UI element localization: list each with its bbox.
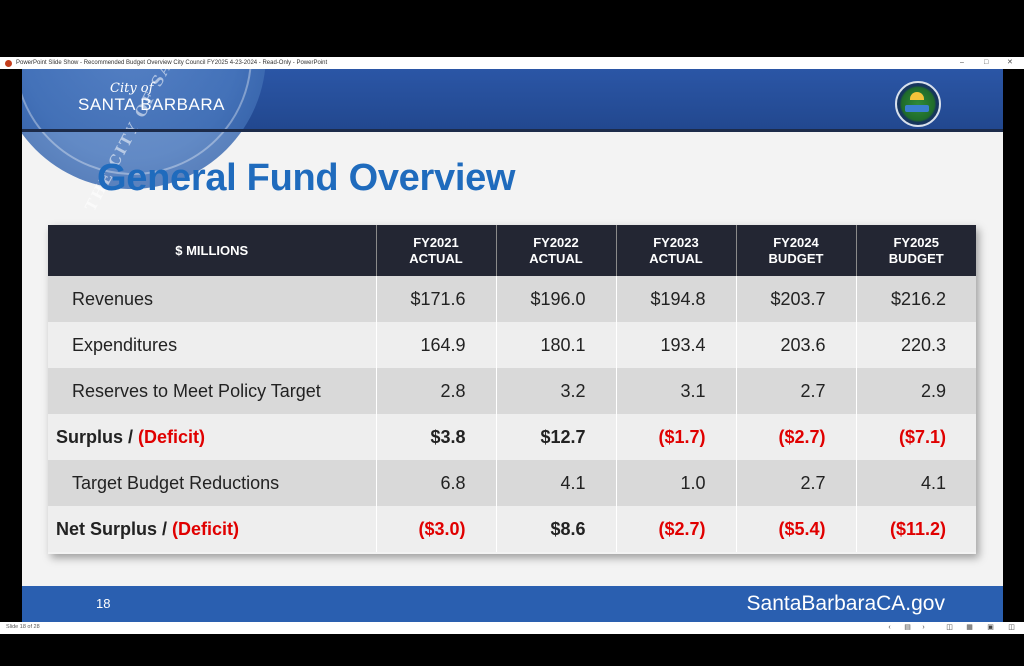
banner-divider: [22, 129, 1003, 132]
slide-footer: 18 SantaBarbaraCA.gov: [22, 586, 1003, 622]
row-label: Net Surplus / (Deficit): [48, 506, 377, 552]
cell-value: 4.1: [496, 460, 617, 506]
table-row: Reserves to Meet Policy Target 2.8 3.2 3…: [48, 368, 976, 414]
cell-value: 2.8: [376, 368, 497, 414]
column-header: $ MILLIONS: [48, 225, 377, 276]
cell-value: 203.6: [736, 322, 857, 368]
status-bar: Slide 18 of 28 ‹ ▤ › ◫ ▦ ▣ ◫: [0, 622, 1024, 634]
close-icon[interactable]: ✕: [1007, 59, 1013, 66]
row-label-main: Net Surplus /: [56, 518, 173, 539]
seal-water-shape: [905, 105, 929, 112]
row-label: Expenditures: [48, 322, 377, 368]
cell-value: $3.8: [376, 414, 497, 460]
cell-value: 3.2: [496, 368, 617, 414]
slide: THE CITY OF SANTA B City of SANTA BARBAR…: [22, 69, 1003, 622]
row-label: Reserves to Meet Policy Target: [48, 368, 377, 414]
powerpoint-app-icon: [5, 59, 12, 67]
logo-city-text: City of: [110, 81, 154, 96]
cell-value-deficit: ($5.4): [736, 506, 857, 552]
slide-menu-icon[interactable]: ▤: [904, 624, 911, 631]
column-header: FY2021 ACTUAL: [376, 225, 497, 276]
window-title: PowerPoint Slide Show - Recommended Budg…: [16, 60, 328, 66]
cell-value: 2.7: [736, 460, 857, 506]
slide-count: Slide 18 of 28: [6, 624, 40, 630]
cell-value: 164.9: [376, 322, 497, 368]
minimize-icon[interactable]: –: [960, 59, 964, 66]
column-header: FY2024 BUDGET: [736, 225, 857, 276]
cell-value: 220.3: [856, 322, 976, 368]
cell-value: $8.6: [496, 506, 617, 552]
cell-value: 6.8: [376, 460, 497, 506]
cell-value: 3.1: [616, 368, 737, 414]
cell-value: $196.0: [496, 276, 617, 322]
window-title-bar: PowerPoint Slide Show - Recommended Budg…: [0, 57, 1024, 69]
row-label: Revenues: [48, 276, 377, 322]
column-header: FY2025 BUDGET: [856, 225, 976, 276]
table-row-net-surplus: Net Surplus / (Deficit) ($3.0) $8.6 ($2.…: [48, 506, 976, 552]
row-label-deficit: (Deficit): [138, 426, 206, 447]
cell-value: $171.6: [376, 276, 497, 322]
slide-page-number: 18: [96, 596, 111, 611]
row-label: Surplus / (Deficit): [48, 414, 377, 460]
column-header: FY2023 ACTUAL: [616, 225, 737, 276]
restore-icon[interactable]: □: [984, 59, 989, 66]
cell-value: 2.9: [856, 368, 976, 414]
table-row: Revenues $171.6 $196.0 $194.8 $203.7 $21…: [48, 276, 976, 322]
logo-name-text: SANTA BARBARA: [78, 95, 225, 114]
cell-value: $194.8: [616, 276, 737, 322]
city-seal-icon: [895, 81, 941, 127]
cell-value: $12.7: [496, 414, 617, 460]
row-label: Target Budget Reductions: [48, 460, 377, 506]
row-label-deficit: (Deficit): [172, 518, 240, 539]
column-header: FY2022 ACTUAL: [496, 225, 617, 276]
seal-sun-shape: [910, 92, 924, 100]
cell-value: $203.7: [736, 276, 857, 322]
reading-view-icon[interactable]: ▣: [987, 624, 994, 631]
cell-value-deficit: ($11.2): [856, 506, 976, 552]
slide-header-banner: THE CITY OF SANTA B City of SANTA BARBAR…: [22, 69, 1003, 214]
cell-value-deficit: ($3.0): [376, 506, 497, 552]
table-row: Expenditures 164.9 180.1 193.4 203.6 220…: [48, 322, 976, 368]
cell-value: 4.1: [856, 460, 976, 506]
slideshow-icon[interactable]: ◫: [1008, 624, 1015, 631]
row-label-main: Surplus /: [56, 426, 139, 447]
cell-value: 193.4: [616, 322, 737, 368]
cell-value: 2.7: [736, 368, 857, 414]
budget-table: $ MILLIONS FY2021 ACTUAL FY2022 ACTUAL F…: [48, 225, 976, 554]
next-slide-icon[interactable]: ›: [922, 624, 925, 631]
footer-website-url: SantaBarbaraCA.gov: [746, 592, 945, 615]
cell-value: 180.1: [496, 322, 617, 368]
cell-value: 1.0: [616, 460, 737, 506]
previous-slide-icon[interactable]: ‹: [888, 624, 891, 631]
cell-value-deficit: ($2.7): [736, 414, 857, 460]
slide-title: General Fund Overview: [97, 157, 516, 199]
table-header-row: $ MILLIONS FY2021 ACTUAL FY2022 ACTUAL F…: [48, 225, 976, 276]
table-row: Target Budget Reductions 6.8 4.1 1.0 2.7…: [48, 460, 976, 506]
slide-sorter-icon[interactable]: ▦: [966, 624, 973, 631]
cell-value-deficit: ($2.7): [616, 506, 737, 552]
cell-value: $216.2: [856, 276, 976, 322]
cell-value-deficit: ($1.7): [616, 414, 737, 460]
cell-value-deficit: ($7.1): [856, 414, 976, 460]
normal-view-icon[interactable]: ◫: [946, 624, 953, 631]
table-row-surplus: Surplus / (Deficit) $3.8 $12.7 ($1.7) ($…: [48, 414, 976, 460]
